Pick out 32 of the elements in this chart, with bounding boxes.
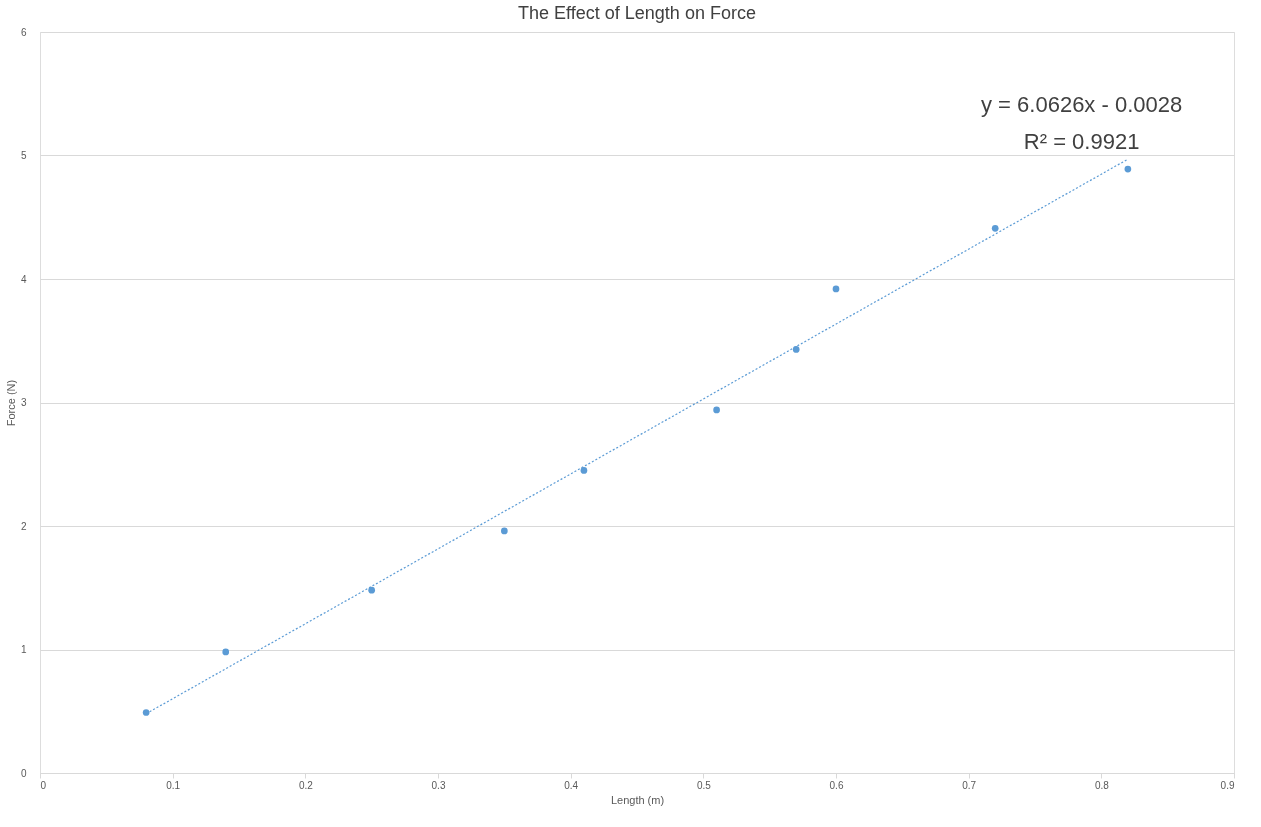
y-tick-label: 3 bbox=[20, 397, 27, 408]
y-tick-label: 5 bbox=[20, 150, 27, 161]
x-tick-label: 0.4 bbox=[564, 779, 579, 791]
y-tick-label: 6 bbox=[20, 26, 27, 38]
y-tick-label: 1 bbox=[20, 644, 27, 655]
y-tick-label: 2 bbox=[20, 520, 27, 532]
point bbox=[991, 225, 999, 232]
x-tick-label: 0.9 bbox=[1220, 779, 1235, 791]
point bbox=[832, 285, 840, 293]
point bbox=[1124, 165, 1132, 173]
x-tick-label: 0.6 bbox=[829, 779, 844, 791]
point bbox=[792, 346, 800, 353]
x-tick-label: 0.7 bbox=[962, 779, 977, 791]
y-tick-label: 4 bbox=[20, 273, 27, 285]
point bbox=[580, 467, 588, 474]
x-tick-label: 0.1 bbox=[166, 779, 181, 791]
x-tick-label: 0.5 bbox=[696, 779, 712, 791]
point bbox=[368, 586, 376, 594]
x-tick-label: 0 bbox=[40, 779, 47, 791]
chart-title: The Effect of Length on Force bbox=[518, 3, 756, 23]
point bbox=[142, 709, 150, 716]
annotation: R² = 0.9921 bbox=[1023, 128, 1140, 154]
y-axis-title: Force (N) bbox=[4, 379, 17, 427]
x-tick-label: 0.3 bbox=[431, 779, 446, 791]
x-tick-label: 0.2 bbox=[298, 779, 314, 791]
x-axis-title: Length (m) bbox=[610, 793, 665, 806]
y-tick-label: 0 bbox=[20, 767, 27, 779]
point bbox=[222, 648, 230, 656]
point bbox=[713, 406, 720, 414]
annotation: y = 6.0626x - 0.0028 bbox=[981, 91, 1183, 117]
point bbox=[500, 527, 508, 535]
x-tick-label: 0.8 bbox=[1094, 779, 1110, 791]
